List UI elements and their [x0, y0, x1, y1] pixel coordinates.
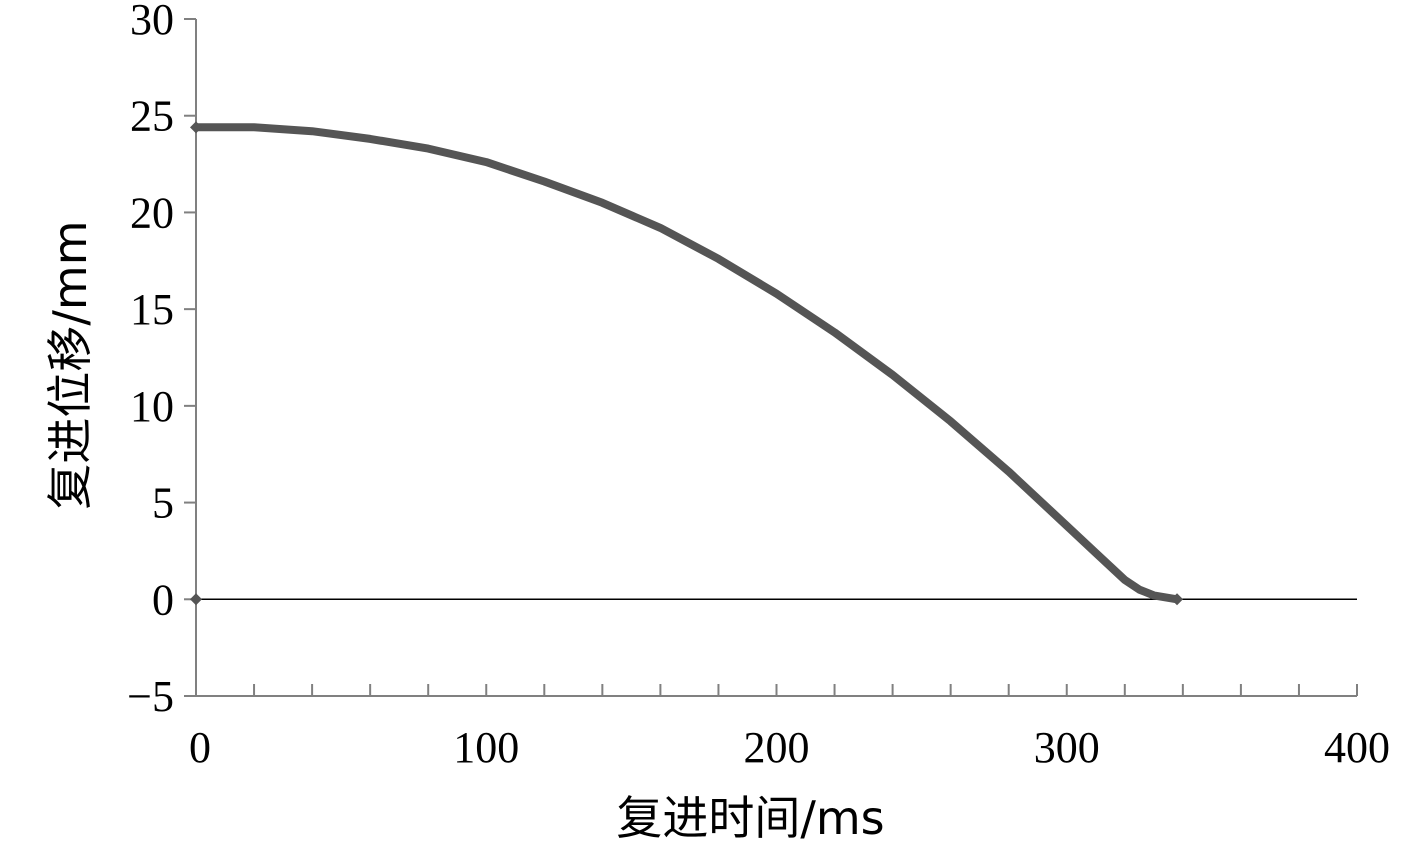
y-axis-title: 复进位移/mm	[43, 220, 97, 509]
y-tick-label: 30	[130, 0, 174, 44]
y-tick-label: −5	[127, 672, 174, 721]
series-line	[192, 123, 1181, 604]
x-tick-label: 0	[189, 723, 211, 772]
data-point-marker	[190, 593, 202, 606]
x-tick-label: 400	[1324, 723, 1390, 772]
x-axis-title: 复进时间/ms	[616, 791, 884, 843]
series	[190, 121, 1184, 606]
y-tick-label: 5	[152, 479, 174, 528]
ticks	[184, 18, 1358, 697]
data-point-marker	[190, 121, 202, 134]
x-tick-label: 100	[453, 723, 519, 772]
y-tick-label: 10	[130, 382, 174, 431]
x-tick-label: 300	[1034, 723, 1100, 772]
y-tick-label: 25	[130, 92, 174, 141]
y-tick-label: 20	[130, 188, 174, 237]
axes	[195, 19, 1357, 697]
x-tick-label: 200	[744, 723, 810, 772]
y-tick-label: 15	[130, 285, 174, 334]
y-tick-label: 0	[152, 575, 174, 624]
data-point-marker	[1171, 593, 1184, 606]
